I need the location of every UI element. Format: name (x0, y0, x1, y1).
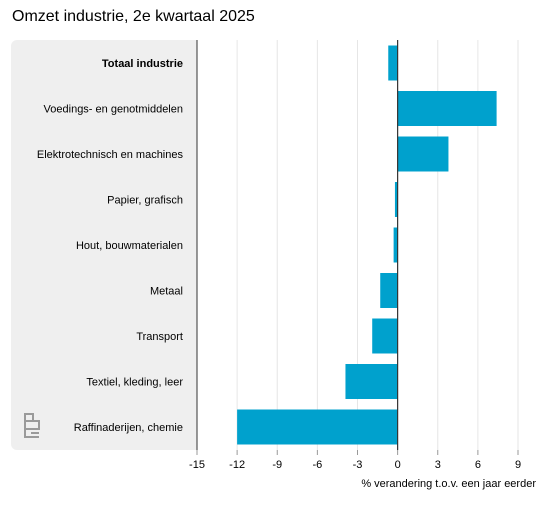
category-label: Metaal (150, 286, 183, 298)
bar (397, 136, 449, 172)
x-axis: -15 -12 -9 -6 -3 0 3 6 9 % verandering t.o.v. een… (189, 40, 536, 490)
x-axis-label: % verandering t.o.v. een jaar eerder (361, 478, 536, 490)
category-label: Voedings- en genotmiddelen (44, 104, 183, 116)
bar (345, 364, 398, 399)
category-label: Totaal industrie (102, 58, 183, 70)
x-tick-label: 6 (475, 459, 481, 471)
chart-title: Omzet industrie, 2e kwartaal 2025 (12, 8, 255, 25)
label-panel-layer (11, 40, 197, 450)
category-labels: Totaal industrie Voedings- en genotmiddel… (37, 58, 184, 434)
x-tick-label: 3 (435, 459, 441, 471)
category-label: Papier, grafisch (107, 195, 183, 207)
x-tick-label: 0 (395, 459, 401, 471)
x-tick-label: -12 (229, 459, 245, 471)
category-label: Raffinaderijen, chemie (74, 422, 183, 434)
bar (397, 91, 497, 126)
bar (372, 318, 398, 354)
bars (237, 45, 497, 445)
x-tick-label: -9 (272, 459, 282, 471)
x-tick-label: -15 (189, 459, 205, 471)
bar (388, 45, 398, 81)
x-tick-label: 9 (515, 459, 521, 471)
x-tick-label: -3 (353, 459, 363, 471)
bar (394, 182, 398, 217)
category-label: Hout, bouwmaterialen (76, 240, 183, 252)
category-label: Elektrotechnisch en machines (37, 149, 184, 161)
x-tick-label: -6 (312, 459, 322, 471)
bar (380, 273, 398, 308)
bar (237, 409, 398, 445)
category-label: Transport (136, 331, 183, 343)
cbs-logo (24, 413, 40, 438)
label-panel-edge (189, 40, 197, 450)
label-panel (11, 40, 197, 450)
bar (393, 227, 398, 263)
cbs-logo-icon (24, 413, 40, 438)
category-label: Textiel, kleding, leer (86, 377, 183, 389)
